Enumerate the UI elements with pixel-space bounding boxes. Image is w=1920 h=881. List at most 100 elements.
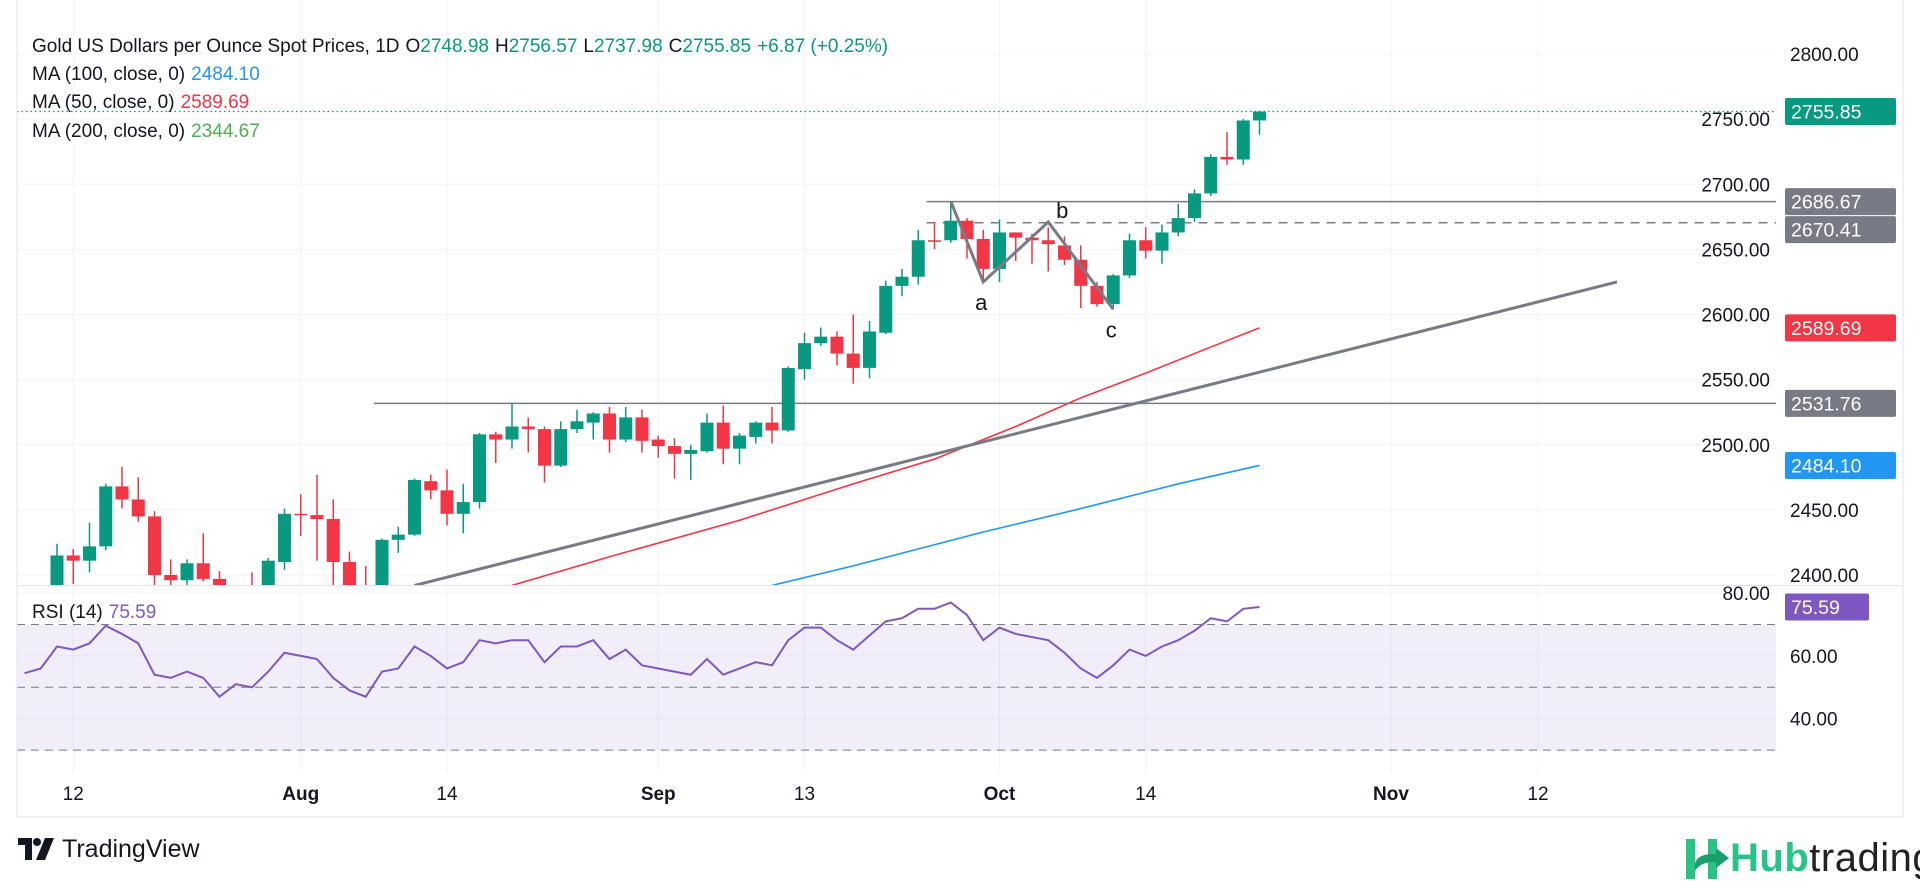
candle[interactable]	[1171, 203, 1185, 237]
high-value: 2756.57	[508, 36, 578, 57]
candle[interactable]	[1074, 245, 1088, 308]
candle[interactable]	[424, 474, 438, 500]
candle[interactable]	[684, 444, 698, 480]
candle[interactable]	[278, 508, 291, 570]
candle-body	[570, 421, 584, 430]
candle[interactable]	[1041, 227, 1055, 272]
candle[interactable]	[814, 327, 828, 346]
ma100-line[interactable]	[771, 464, 1260, 585]
candle-body	[846, 353, 860, 368]
candle[interactable]	[619, 406, 633, 443]
candle[interactable]	[830, 331, 844, 366]
candle[interactable]	[635, 409, 649, 453]
candle[interactable]	[603, 406, 616, 453]
wave-label-a: a	[975, 290, 988, 315]
tradingview-logo[interactable]: TradingView	[18, 834, 200, 864]
candle[interactable]	[554, 421, 568, 467]
candle[interactable]	[310, 474, 324, 561]
candle[interactable]	[911, 229, 925, 285]
candle[interactable]	[895, 268, 909, 297]
candle[interactable]	[521, 417, 535, 453]
candle[interactable]	[993, 219, 1006, 282]
candle[interactable]	[473, 433, 486, 509]
candle[interactable]	[1155, 224, 1169, 264]
candle[interactable]	[489, 431, 503, 463]
candle[interactable]	[246, 572, 259, 606]
candle[interactable]	[781, 366, 795, 432]
candle[interactable]	[798, 332, 811, 380]
candle-body	[1188, 193, 1201, 219]
candle[interactable]	[294, 494, 308, 536]
candle[interactable]	[1139, 227, 1153, 259]
candle-body	[408, 479, 421, 535]
candle[interactable]	[538, 426, 551, 483]
candle-body	[798, 343, 811, 370]
candle-body	[246, 592, 259, 596]
candle[interactable]	[66, 548, 80, 585]
rsi-line[interactable]	[24, 601, 1260, 699]
rsi-pane[interactable]	[17, 601, 1776, 751]
ma100-value: 2484.10	[191, 64, 260, 85]
candle[interactable]	[1204, 154, 1218, 196]
candle[interactable]	[359, 565, 372, 604]
time-tick-label: Sep	[641, 784, 676, 805]
tradingview-wordmark: TradingView	[62, 834, 200, 863]
candle[interactable]	[651, 435, 665, 458]
candle[interactable]	[1123, 233, 1136, 279]
ma50-line[interactable]	[511, 327, 1260, 585]
candle[interactable]	[213, 571, 226, 636]
candle[interactable]	[1009, 232, 1023, 262]
axes[interactable]: 2800.00 2750.00 2700.00 2650.00 2600.00 2550.…	[16, 0, 1904, 818]
candle[interactable]	[846, 314, 860, 384]
candle[interactable]	[586, 412, 600, 440]
ma50-legend[interactable]: MA (50, close, 0) 2589.69	[32, 92, 255, 114]
abc-wave[interactable]	[949, 200, 1115, 311]
candle[interactable]	[749, 421, 763, 444]
price-pane[interactable]: a b c	[17, 110, 1776, 637]
candle[interactable]	[944, 201, 958, 243]
candle[interactable]	[1106, 274, 1120, 310]
candle[interactable]	[928, 222, 941, 250]
candle[interactable]	[456, 483, 470, 534]
candle[interactable]	[505, 403, 519, 449]
candle[interactable]	[879, 280, 893, 335]
candle[interactable]	[408, 478, 421, 536]
candle-body	[911, 240, 925, 277]
candle[interactable]	[131, 477, 145, 522]
candle-body	[229, 592, 242, 622]
candle[interactable]	[180, 559, 194, 594]
candle[interactable]	[343, 551, 356, 595]
ma200-legend[interactable]: MA (200, close, 0) 2344.67	[32, 121, 266, 143]
trendline[interactable]	[414, 280, 1618, 585]
candle[interactable]	[668, 438, 681, 479]
rsi-legend[interactable]: RSI (14) 75.59	[32, 602, 162, 624]
candle[interactable]	[148, 511, 161, 585]
candle[interactable]	[1253, 110, 1266, 135]
candle[interactable]	[375, 538, 389, 602]
candle[interactable]	[863, 321, 876, 379]
symbol-title[interactable]: Gold US Dollars per Ounce Spot Prices, 1…	[32, 36, 400, 57]
candle-body	[164, 575, 178, 581]
candle[interactable]	[99, 483, 113, 551]
candle[interactable]	[261, 558, 275, 602]
candle[interactable]	[115, 466, 129, 509]
candle[interactable]	[733, 433, 746, 465]
candle[interactable]	[1220, 132, 1234, 165]
candle-body	[716, 422, 730, 449]
candle[interactable]	[976, 229, 990, 280]
candle[interactable]	[440, 469, 454, 526]
candle[interactable]	[50, 543, 64, 618]
candle[interactable]	[164, 559, 178, 595]
candle[interactable]	[716, 405, 730, 465]
candle[interactable]	[83, 522, 96, 573]
candle[interactable]	[1188, 189, 1201, 223]
candle[interactable]	[765, 406, 779, 444]
candle[interactable]	[1236, 119, 1250, 165]
candle[interactable]	[391, 526, 405, 553]
ma100-legend[interactable]: MA (100, close, 0) 2484.10	[32, 64, 266, 86]
candle[interactable]	[700, 413, 714, 453]
candle[interactable]	[326, 499, 340, 621]
candle[interactable]	[196, 533, 210, 582]
candle[interactable]	[570, 409, 584, 434]
